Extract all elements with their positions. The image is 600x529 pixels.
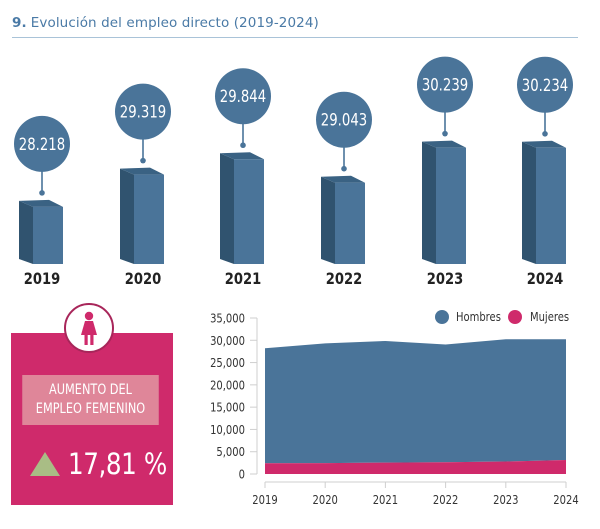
bar — [33, 206, 63, 264]
section-number: 9. — [12, 15, 27, 31]
x-tick-label: 2019 — [24, 270, 61, 289]
x-tick-label: 2023 — [493, 493, 518, 507]
legend-label-mujeres: Mujeres — [530, 310, 569, 324]
x-tick-label: 2022 — [326, 270, 363, 289]
x-tick-label: 2019 — [252, 493, 277, 507]
y-tick-label: 10,000 — [210, 423, 245, 437]
area-series-hombres — [265, 339, 566, 464]
x-tick-label: 2020 — [125, 270, 162, 289]
x-tick-label: 2021 — [373, 493, 398, 507]
bar-top — [19, 199, 63, 207]
bar-side — [120, 168, 134, 264]
bar-group-2020: 29.319 2020 — [115, 83, 171, 289]
bar — [134, 174, 164, 264]
bar-leader-dot — [341, 165, 347, 172]
value-bubble — [14, 115, 70, 172]
women-employment-label: AUMENTO DEL EMPLEO FEMENINO — [22, 375, 159, 425]
bar-top — [220, 152, 264, 160]
value-bubble — [115, 83, 171, 140]
bar-side — [220, 153, 234, 264]
data-label: 30.234 — [522, 75, 568, 95]
bar — [536, 147, 566, 264]
y-tick-label: 0 — [239, 467, 245, 481]
woman-icon — [81, 311, 97, 345]
legend-label-hombres: Hombres — [456, 310, 501, 324]
bar-group-2022: 29.043 2022 — [316, 91, 372, 289]
y-tick-label: 30,000 — [210, 334, 245, 348]
bar-group-2021: 29.844 2021 — [215, 68, 271, 288]
bar — [234, 159, 264, 264]
y-tick-label: 25,000 — [210, 356, 245, 370]
y-tick-label: 5,000 — [216, 445, 245, 459]
woman-icon-badge — [64, 303, 114, 353]
bar-side — [522, 141, 536, 264]
label-line-2: EMPLEO FEMENINO — [35, 401, 146, 417]
bar — [436, 147, 466, 264]
bar-leader-dot — [442, 130, 448, 137]
value-bubble — [215, 68, 271, 125]
x-tick-label: 2022 — [433, 493, 458, 507]
bar-side — [19, 200, 33, 264]
bar-group-2023: 30.239 2023 — [417, 56, 473, 289]
up-triangle-icon — [30, 452, 60, 476]
bar-top — [422, 140, 466, 148]
bar-group-2024: 30.234 2024 — [517, 56, 573, 289]
area-series-mujeres — [265, 459, 566, 474]
x-tick-label: 2023 — [427, 270, 464, 289]
x-tick-label: 2021 — [225, 270, 262, 289]
percentage-value: 17,81 % — [68, 447, 167, 481]
bar-top — [522, 140, 566, 148]
bar — [335, 182, 365, 264]
bar-leader-dot — [542, 130, 548, 137]
title-divider — [12, 37, 578, 38]
value-bubble — [316, 91, 372, 148]
bar-top — [120, 167, 164, 175]
bar-top — [321, 175, 365, 183]
y-tick-label: 15,000 — [210, 401, 245, 415]
bar-leader-dot — [39, 190, 45, 196]
x-tick-label: 2024 — [527, 270, 564, 289]
women-increase-value: 17,81 % — [30, 446, 184, 482]
bar-group-2019: 28.218 2019 — [14, 115, 70, 289]
section-title: 9. Evolución del empleo directo (2019-202… — [12, 15, 319, 31]
data-label: 30.239 — [422, 75, 468, 95]
section-title-text: Evolución del empleo directo (2019-2024) — [30, 15, 319, 31]
label-line-1: AUMENTO DEL — [49, 382, 132, 398]
employment-3d-bar-chart: 28.218 2019 29.319 2020 29.844 2021 29.043 2022… — [14, 56, 573, 289]
data-label: 29.319 — [120, 102, 166, 122]
x-tick-label: 2024 — [553, 493, 578, 507]
data-label: 28.218 — [19, 134, 65, 154]
value-bubble — [417, 56, 473, 113]
bar-side — [321, 176, 335, 264]
data-label: 29.043 — [321, 110, 367, 130]
y-tick-label: 35,000 — [210, 311, 245, 325]
bar-side — [422, 141, 436, 264]
value-bubble — [517, 56, 573, 113]
x-tick-label: 2020 — [313, 493, 338, 507]
bar-leader-dot — [240, 142, 246, 149]
bar-leader-dot — [140, 157, 146, 164]
legend-marker-hombres — [435, 310, 449, 324]
y-tick-label: 20,000 — [210, 378, 245, 392]
data-label: 29.844 — [220, 87, 266, 107]
legend-marker-mujeres — [508, 310, 522, 324]
